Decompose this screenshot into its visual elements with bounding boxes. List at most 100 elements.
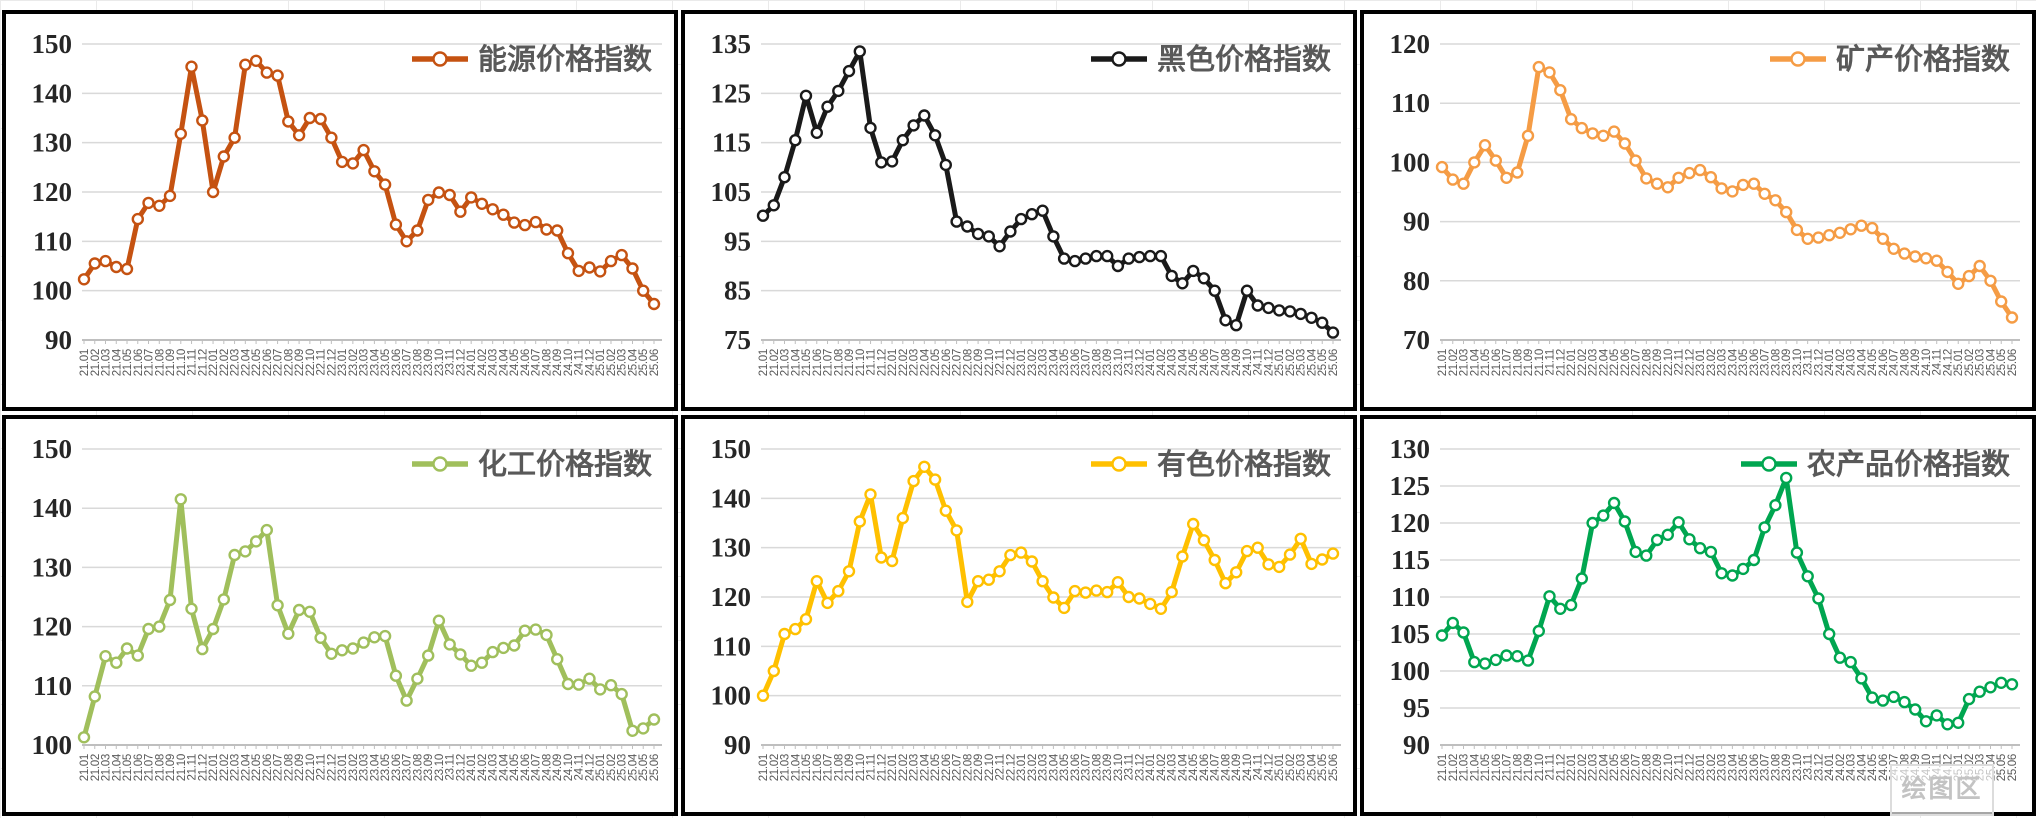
svg-text:23.03: 23.03: [1717, 349, 1729, 376]
svg-text:21.05: 21.05: [122, 754, 134, 781]
svg-text:25.02: 25.02: [606, 754, 618, 781]
svg-text:23.02: 23.02: [1027, 754, 1039, 781]
svg-text:24.07: 24.07: [531, 754, 543, 781]
svg-text:22.03: 22.03: [230, 754, 242, 781]
svg-text:24.03: 24.03: [488, 754, 500, 781]
svg-text:21.12: 21.12: [876, 754, 888, 781]
svg-text:24.05: 24.05: [1188, 754, 1200, 781]
svg-text:25.04: 25.04: [627, 753, 639, 781]
legend-label: 黑色价格指数: [1157, 42, 1332, 76]
svg-text:120: 120: [1390, 29, 1431, 59]
svg-text:21.02: 21.02: [90, 349, 102, 376]
svg-text:23.11: 23.11: [445, 754, 457, 780]
svg-text:24.03: 24.03: [1846, 349, 1858, 376]
mineral-price-index-legend[interactable]: 矿产价格指数: [1770, 42, 2011, 76]
svg-text:24.10: 24.10: [563, 754, 575, 781]
svg-text:24.05: 24.05: [509, 754, 521, 781]
svg-text:21.03: 21.03: [1459, 349, 1471, 376]
svg-text:21.12: 21.12: [1555, 349, 1567, 376]
svg-text:24.02: 24.02: [477, 754, 489, 781]
svg-text:23.11: 23.11: [1124, 349, 1136, 375]
svg-text:24.06: 24.06: [1878, 349, 1890, 376]
svg-text:22.06: 22.06: [262, 754, 274, 781]
svg-text:25.03: 25.03: [617, 754, 629, 781]
svg-text:23.05: 23.05: [1738, 349, 1750, 376]
svg-text:90: 90: [724, 730, 751, 760]
svg-text:22.11: 22.11: [316, 349, 328, 375]
svg-text:21.09: 21.09: [165, 349, 177, 376]
svg-text:23.09: 23.09: [1781, 349, 1793, 376]
svg-text:23.10: 23.10: [1792, 349, 1804, 376]
svg-text:150: 150: [32, 29, 73, 59]
svg-text:22.02: 22.02: [1577, 349, 1589, 376]
svg-text:21.08: 21.08: [154, 349, 166, 376]
mineral-price-index-markers: [1435, 60, 2019, 324]
svg-text:21.02: 21.02: [1448, 754, 1460, 781]
energy-price-index-legend[interactable]: 能源价格指数: [412, 43, 653, 76]
svg-text:24.02: 24.02: [1156, 349, 1168, 376]
svg-text:22.03: 22.03: [230, 349, 242, 376]
svg-text:24.09: 24.09: [1910, 349, 1922, 376]
svg-text:24.01: 24.01: [466, 754, 478, 781]
svg-text:21.05: 21.05: [1480, 349, 1492, 376]
svg-text:21.09: 21.09: [844, 349, 856, 376]
svg-text:22.08: 22.08: [283, 754, 295, 781]
svg-text:23.03: 23.03: [1038, 754, 1050, 781]
svg-text:24.07: 24.07: [1210, 754, 1222, 781]
svg-text:22.07: 22.07: [1631, 349, 1643, 376]
svg-text:21.02: 21.02: [1448, 349, 1460, 376]
svg-text:24.04: 24.04: [1177, 348, 1189, 376]
svg-text:24.06: 24.06: [520, 349, 532, 376]
svg-text:23.07: 23.07: [402, 349, 414, 376]
svg-text:120: 120: [1390, 508, 1431, 538]
y-axis-labels: 90 100 110 120 130 140 150: [711, 434, 752, 760]
svg-text:24.09: 24.09: [1231, 754, 1243, 781]
svg-text:22.11: 22.11: [316, 754, 328, 780]
svg-text:21.01: 21.01: [1437, 754, 1449, 781]
chemical-price-index-legend[interactable]: 化工价格指数: [412, 448, 653, 481]
ferrous-price-index-markers: [756, 45, 1340, 339]
svg-text:24.02: 24.02: [1156, 754, 1168, 781]
svg-text:21.03: 21.03: [101, 754, 113, 781]
svg-text:24.07: 24.07: [531, 349, 543, 376]
svg-text:22.07: 22.07: [952, 349, 964, 376]
svg-text:22.07: 22.07: [273, 349, 285, 376]
svg-text:24.08: 24.08: [1220, 349, 1232, 376]
svg-text:21.09: 21.09: [844, 754, 856, 781]
legend-label: 能源价格指数: [478, 43, 653, 76]
svg-text:24.05: 24.05: [1867, 754, 1879, 781]
svg-text:125: 125: [711, 78, 752, 108]
svg-text:22.12: 22.12: [326, 349, 338, 376]
svg-text:140: 140: [32, 78, 73, 108]
svg-text:21.01: 21.01: [758, 754, 770, 781]
svg-text:22.06: 22.06: [941, 754, 953, 781]
svg-text:23.09: 23.09: [1102, 349, 1114, 376]
svg-text:23.05: 23.05: [380, 754, 392, 781]
agricultural-price-index-markers: [1435, 471, 2019, 731]
svg-text:23.02: 23.02: [348, 754, 360, 781]
ferrous-price-index-legend[interactable]: 黑色价格指数: [1091, 42, 1332, 76]
svg-text:22.09: 22.09: [973, 349, 985, 376]
svg-text:21.06: 21.06: [812, 754, 824, 781]
agricultural-price-index-legend[interactable]: 农产品价格指数: [1741, 448, 2011, 481]
svg-text:24.06: 24.06: [1199, 754, 1211, 781]
svg-text:21.07: 21.07: [823, 349, 835, 376]
svg-text:22.10: 22.10: [1663, 349, 1675, 376]
svg-text:24.05: 24.05: [509, 349, 521, 376]
svg-text:23.11: 23.11: [445, 349, 457, 375]
svg-text:23.04: 23.04: [369, 348, 381, 376]
svg-text:23.05: 23.05: [380, 349, 392, 376]
svg-text:25.01: 25.01: [595, 349, 607, 376]
svg-text:23.11: 23.11: [1124, 754, 1136, 780]
svg-text:22.04: 22.04: [1598, 348, 1610, 376]
svg-text:130: 130: [32, 128, 73, 158]
svg-text:24.01: 24.01: [466, 349, 478, 376]
svg-text:23.10: 23.10: [434, 754, 446, 781]
svg-text:25.02: 25.02: [606, 349, 618, 376]
chemical-price-index-line: [81, 496, 657, 740]
svg-text:21.04: 21.04: [790, 348, 802, 376]
nonferrous-price-index-legend[interactable]: 有色价格指数: [1091, 447, 1332, 481]
svg-text:24.11: 24.11: [574, 754, 586, 780]
svg-text:21.03: 21.03: [780, 754, 792, 781]
